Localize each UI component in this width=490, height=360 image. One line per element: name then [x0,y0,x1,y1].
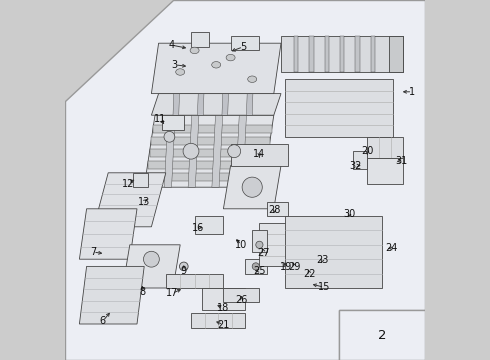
Polygon shape [122,245,180,288]
Polygon shape [223,166,281,209]
Text: 15: 15 [318,282,330,292]
Polygon shape [202,288,245,310]
Polygon shape [252,230,267,252]
Text: 4: 4 [168,40,174,50]
Text: 21: 21 [217,320,230,330]
Polygon shape [231,36,259,50]
Polygon shape [370,36,375,72]
Bar [339,310,425,360]
Text: 31: 31 [395,156,408,166]
Polygon shape [151,94,281,115]
Polygon shape [149,149,269,157]
Text: 14: 14 [253,149,266,159]
Text: 17: 17 [166,288,178,298]
Polygon shape [79,209,137,259]
Polygon shape [310,36,314,72]
Polygon shape [144,115,274,187]
Polygon shape [223,288,259,302]
Polygon shape [267,202,288,216]
Polygon shape [188,115,199,187]
Polygon shape [79,266,144,324]
Polygon shape [259,223,310,266]
Ellipse shape [176,69,185,75]
Polygon shape [368,158,403,184]
Polygon shape [166,274,223,288]
Text: 2: 2 [378,329,386,342]
Circle shape [256,241,263,248]
Ellipse shape [248,76,257,82]
Text: 25: 25 [253,266,266,276]
Polygon shape [368,137,403,158]
Text: 19: 19 [280,262,292,272]
Text: 29: 29 [289,262,301,272]
Circle shape [242,177,262,197]
Text: 28: 28 [269,204,281,215]
Polygon shape [236,115,246,187]
Polygon shape [65,0,425,360]
Text: 24: 24 [386,243,398,253]
Polygon shape [162,115,184,130]
Polygon shape [246,94,253,115]
Text: 6: 6 [100,316,106,326]
Text: 30: 30 [343,209,356,219]
Text: 16: 16 [192,222,204,233]
Polygon shape [146,174,265,181]
Text: 26: 26 [235,294,247,305]
Text: 13: 13 [138,197,150,207]
Polygon shape [164,115,175,187]
Polygon shape [148,161,267,168]
Polygon shape [191,32,209,47]
Text: 27: 27 [257,248,270,258]
Circle shape [183,143,199,159]
Polygon shape [212,115,222,187]
Ellipse shape [212,62,220,68]
Polygon shape [151,138,270,145]
Text: 18: 18 [217,303,229,313]
Circle shape [164,131,175,142]
Polygon shape [133,173,148,187]
Polygon shape [153,125,272,132]
Polygon shape [294,36,298,72]
Polygon shape [191,313,245,328]
Text: 9: 9 [181,266,187,276]
Polygon shape [197,94,204,115]
Text: 8: 8 [139,287,146,297]
Text: 7: 7 [90,247,96,257]
Polygon shape [389,36,403,72]
Text: 10: 10 [235,240,247,250]
Text: 1: 1 [409,87,416,97]
Text: 32: 32 [350,161,362,171]
Polygon shape [325,36,329,72]
Circle shape [228,145,241,158]
Text: 3: 3 [172,60,178,70]
Polygon shape [285,79,392,137]
Polygon shape [222,94,228,115]
Text: 20: 20 [361,146,373,156]
Polygon shape [231,144,288,166]
Polygon shape [94,173,166,227]
Polygon shape [353,151,368,169]
Circle shape [179,262,188,271]
Polygon shape [285,216,382,288]
Polygon shape [355,36,360,72]
Text: 12: 12 [122,179,134,189]
Polygon shape [340,36,344,72]
Polygon shape [195,216,223,234]
Text: 22: 22 [303,269,316,279]
Text: 5: 5 [240,42,246,52]
Ellipse shape [226,54,235,61]
Text: 11: 11 [154,114,167,124]
Polygon shape [151,43,281,94]
Polygon shape [281,36,403,72]
Circle shape [252,263,259,270]
Polygon shape [245,259,267,274]
Text: 23: 23 [316,255,329,265]
Polygon shape [173,94,179,115]
Circle shape [144,251,159,267]
Ellipse shape [190,47,199,54]
